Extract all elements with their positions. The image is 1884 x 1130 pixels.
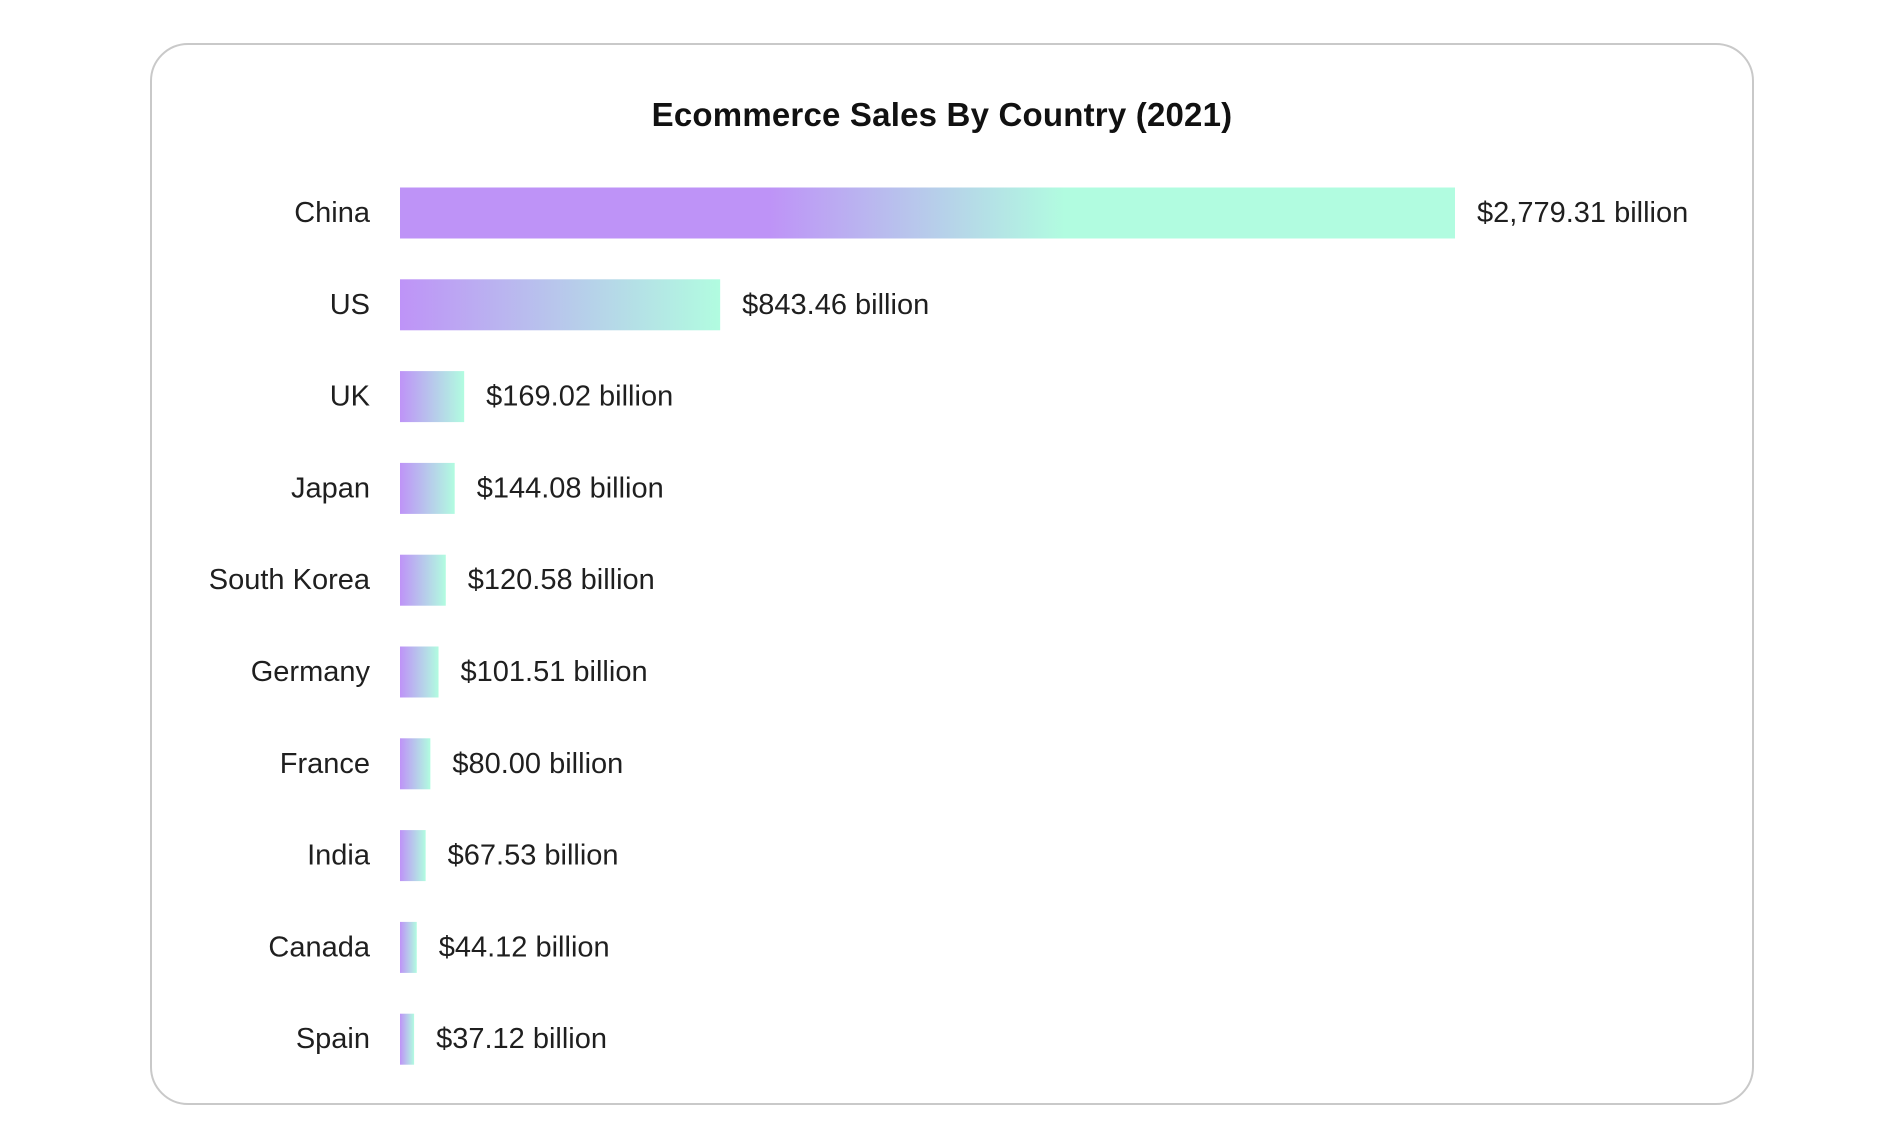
bars-layer: China $2,779.31 billion US $843.46 billion U…	[209, 187, 1688, 1065]
category-label: Canada	[268, 931, 370, 963]
value-label: $2,779.31 billion	[1477, 197, 1688, 229]
category-label: France	[280, 748, 370, 780]
value-label: $80.00 billion	[452, 748, 623, 780]
bar	[400, 830, 426, 882]
value-label: $67.53 billion	[448, 840, 619, 872]
bar	[400, 921, 417, 973]
chart-title: Ecommerce Sales By Country (2021)	[651, 96, 1233, 133]
category-label: UK	[330, 381, 371, 413]
value-label: $44.12 billion	[439, 931, 610, 963]
bar	[400, 554, 446, 606]
bar	[400, 279, 721, 331]
bar	[400, 1013, 415, 1065]
category-label: US	[330, 289, 370, 321]
category-label: Spain	[296, 1023, 370, 1055]
bar	[400, 462, 455, 514]
category-label: South Korea	[209, 564, 371, 596]
value-label: $120.58 billion	[468, 564, 655, 596]
value-label: $169.02 billion	[486, 381, 673, 413]
value-label: $37.12 billion	[436, 1023, 607, 1055]
category-label: Japan	[291, 472, 370, 504]
bar	[400, 187, 1455, 239]
category-label: India	[307, 840, 371, 872]
bar	[400, 646, 439, 698]
bar	[400, 371, 465, 423]
value-label: $101.51 billion	[461, 656, 648, 688]
bar	[400, 738, 431, 790]
category-label: China	[294, 197, 371, 229]
category-label: Germany	[251, 656, 371, 688]
value-label: $843.46 billion	[742, 289, 929, 321]
value-label: $144.08 billion	[477, 472, 664, 504]
